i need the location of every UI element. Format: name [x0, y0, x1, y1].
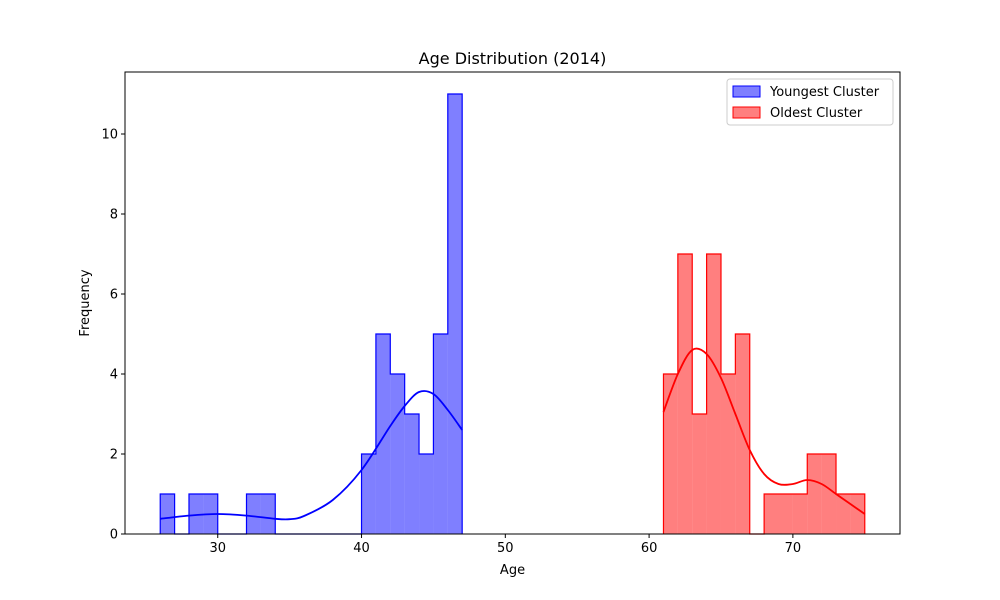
oldest-bar [807, 454, 822, 534]
oldest-bar [792, 494, 808, 534]
oldest-bar [778, 494, 793, 534]
series-oldest [662, 253, 866, 535]
oldest-kde-line [662, 347, 866, 515]
youngest-bar [404, 414, 420, 534]
oldest-bar [821, 454, 837, 534]
legend-label-oldest: Oldest Cluster [770, 106, 863, 121]
plot-frame [124, 71, 901, 535]
x-tick-label: 70 [785, 541, 802, 556]
oldest-bar [764, 494, 779, 534]
x-tick-label: 40 [353, 541, 370, 556]
youngest-bar [361, 454, 376, 534]
x-tick-label: 30 [209, 541, 226, 556]
youngest-bar [419, 454, 434, 534]
axes: 30 40 50 60 70 0 2 4 6 8 10 [101, 71, 901, 556]
legend-label-youngest: Youngest Cluster [769, 85, 880, 100]
x-tick-label: 60 [641, 541, 658, 556]
y-tick-label: 2 [110, 448, 118, 463]
youngest-bar [390, 374, 405, 534]
y-tick-label: 10 [101, 128, 118, 143]
youngest-bar [375, 334, 391, 534]
youngest-bar [433, 334, 448, 534]
series-youngest [159, 93, 463, 535]
youngest-kde-line [160, 390, 463, 521]
oldest-bar [836, 494, 851, 534]
youngest-bar [246, 494, 261, 534]
chart-title: Age Distribution (2014) [419, 49, 607, 68]
oldest-bar [663, 374, 678, 534]
legend-swatch-oldest [732, 106, 761, 119]
y-axis-label: Frequency [78, 269, 93, 336]
youngest-bar [447, 94, 463, 534]
oldest-bar [850, 494, 865, 534]
y-tick-label: 6 [110, 288, 118, 303]
legend-swatch-youngest [732, 85, 761, 98]
x-axis-label: Age [500, 563, 525, 578]
legend-box [726, 78, 894, 126]
oldest-bar [720, 374, 736, 534]
youngest-bar [260, 494, 276, 534]
plot-area [159, 93, 866, 535]
legend: Youngest Cluster Oldest Cluster [726, 78, 894, 126]
oldest-step-outline [662, 253, 866, 535]
x-tick-label: 50 [497, 541, 514, 556]
oldest-bar [677, 254, 693, 534]
youngest-bar [188, 494, 204, 534]
y-tick-label: 8 [110, 208, 118, 223]
youngest-bar [160, 494, 175, 534]
oldest-bar [692, 414, 707, 534]
y-tick-label: 4 [110, 368, 118, 383]
oldest-bar [706, 254, 721, 534]
y-tick-label: 0 [110, 528, 118, 543]
